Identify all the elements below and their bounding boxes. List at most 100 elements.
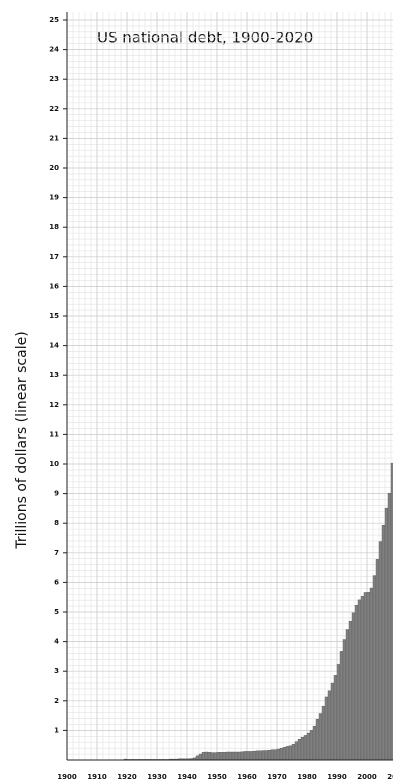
bar [195,755,200,761]
bar [201,752,206,761]
bar [231,751,236,761]
bar [267,750,272,761]
y-tick-label: 20 [49,164,59,172]
bar [342,639,347,761]
bar [351,612,356,761]
bar [378,541,383,761]
bar [315,718,320,761]
bar [360,596,365,761]
bar [372,575,377,761]
x-tick-label: 1990 [327,773,347,781]
x-tick-label: 1970 [267,773,287,781]
bar [273,749,278,761]
bar [207,752,212,761]
y-tick-label: 10 [49,460,59,468]
bar [291,744,296,761]
bar [243,751,248,761]
bar [312,726,317,761]
bar [354,604,359,761]
y-tick-label: 4 [54,638,59,646]
y-tick-label: 18 [49,223,59,231]
y-tick-label: 5 [54,608,59,616]
y-tick-label: 24 [49,46,59,54]
bar [240,751,245,761]
x-tick-label: 1950 [207,773,227,781]
bar [264,750,269,761]
bar [249,751,254,761]
bar [210,752,215,761]
y-tick-label: 25 [49,16,59,24]
bar [234,751,239,761]
bar [285,746,290,761]
x-tick-label: 1920 [117,773,137,781]
y-tick-label: 23 [49,75,59,83]
bar [357,599,362,761]
bar [330,682,335,761]
y-tick-label: 1 [54,726,59,734]
bar [300,737,305,761]
y-tick-label: 22 [49,105,59,113]
bar [261,750,266,761]
y-tick-label: 16 [49,282,59,290]
bar [252,750,257,761]
y-tick-label: 12 [49,401,59,409]
bar [282,747,287,761]
bar [255,750,260,761]
y-tick-label: 7 [54,549,59,557]
bar [318,713,323,761]
bar [219,752,224,761]
bar [336,664,341,761]
bar [324,696,329,761]
x-tick-label: 2000 [357,773,377,781]
y-tick-label: 9 [54,490,59,498]
bar [216,752,221,761]
y-tick-label: 14 [49,342,59,350]
bar [384,507,389,761]
bar [294,741,299,761]
bar [270,749,275,761]
bar [228,751,233,761]
y-axis-label: Trillions of dollars (linear scale) [14,331,30,549]
bar [309,730,314,761]
bar [321,705,326,761]
bar [279,747,284,761]
bar [204,751,209,761]
y-tick-label: 2 [54,697,59,705]
y-tick-label: 21 [49,134,59,142]
bar [387,493,392,761]
bar [327,690,332,761]
bar [333,675,338,761]
bar [366,591,371,761]
bar [348,620,353,761]
bar [225,751,230,761]
bar [288,745,293,761]
x-tick-label: 1910 [87,773,107,781]
bar [237,751,242,761]
y-tick-label: 13 [49,371,59,379]
bar [369,587,374,761]
bar [222,752,227,761]
bar [363,592,368,761]
y-tick-label: 6 [54,578,59,586]
x-tick-label: 1960 [237,773,257,781]
bar [375,559,380,761]
y-tick-label: 19 [49,194,59,202]
x-tick-label: 2010 [387,773,393,781]
y-tick-label: 17 [49,253,59,261]
bar [213,752,218,761]
bar [381,525,386,761]
x-tick-label: 1980 [297,773,317,781]
bar [246,751,251,761]
x-tick-label: 1900 [57,773,77,781]
bar [297,739,302,761]
x-tick-label: 1930 [147,773,167,781]
bar [303,735,308,761]
y-tick-label: 3 [54,667,59,675]
bar [345,629,350,761]
bar [306,732,311,761]
y-tick-label: 11 [49,430,59,438]
x-tick-label: 1940 [177,773,197,781]
y-tick-label: 15 [49,312,59,320]
bar [258,750,263,761]
